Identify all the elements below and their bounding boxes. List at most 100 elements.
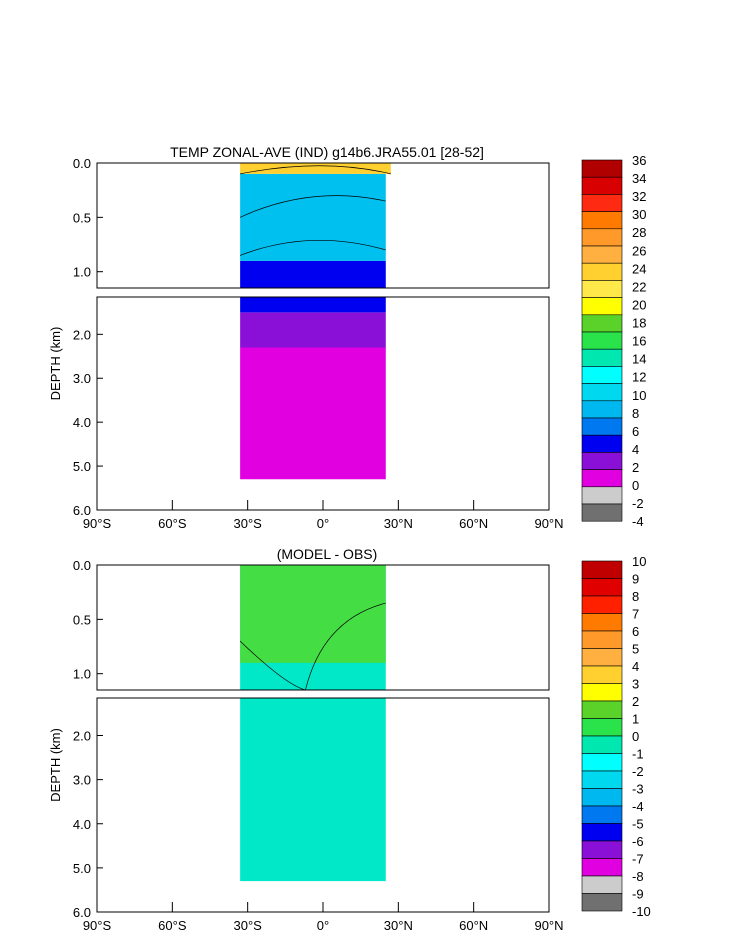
x-tick-label: 90°N <box>534 918 563 933</box>
colorbar-tick-label: 8 <box>632 589 639 604</box>
colorbar-swatch <box>581 840 623 859</box>
contour-line <box>239 640 306 690</box>
colorbar-swatch <box>581 262 623 281</box>
field-intermediate <box>240 297 386 313</box>
colorbar-tick-label: 14 <box>632 352 646 367</box>
colorbar-swatch <box>581 735 623 754</box>
y-tick-label: 6.0 <box>73 503 91 518</box>
colorbar-tick-label: -9 <box>632 887 644 902</box>
colorbar-tick-label: 5 <box>632 642 639 657</box>
colorbar-tick-label: 16 <box>632 334 646 349</box>
colorbar-tick-label: 28 <box>632 225 646 240</box>
contour-line <box>239 195 386 218</box>
colorbar-tick-label: -4 <box>632 799 644 814</box>
x-tick-label: 30°S <box>233 918 262 933</box>
x-tick-label: 90°N <box>534 516 563 531</box>
x-tick-label: 90°S <box>83 918 112 933</box>
colorbar-tick-label: -7 <box>632 852 644 867</box>
x-tick-label: 30°S <box>233 516 262 531</box>
x-tick-label: 30°N <box>384 918 413 933</box>
colorbar-swatch <box>581 788 623 807</box>
colorbar-swatch <box>581 366 623 384</box>
x-tick-label: 0° <box>317 918 329 933</box>
colorbar-swatch <box>581 297 623 316</box>
colorbar-swatch <box>581 700 623 719</box>
colorbar-swatch <box>581 823 623 842</box>
x-tick-label: 90°S <box>83 516 112 531</box>
x-tick-label: 60°N <box>459 516 488 531</box>
colorbar-swatch <box>581 348 623 367</box>
x-tick-label: 30°N <box>384 516 413 531</box>
colorbar-tick-label: 30 <box>632 207 646 222</box>
x-tick-label: 60°N <box>459 918 488 933</box>
colorbar-tick-label: 10 <box>632 388 646 403</box>
colorbar-swatch <box>581 683 623 702</box>
colorbar-tick-label: 34 <box>632 171 646 186</box>
field-upper-warm-bias <box>240 565 386 663</box>
contour-line <box>240 239 386 256</box>
axes-frame-upper <box>96 564 550 691</box>
colorbar-tick-label: -4 <box>632 514 644 529</box>
x-tick-label: 0° <box>317 516 329 531</box>
colorbar-swatch <box>581 753 623 772</box>
colorbar-tick-label: 9 <box>632 572 639 587</box>
colorbar-tick-label: 12 <box>632 370 646 385</box>
y-tick-label: 1.0 <box>73 265 91 280</box>
colorbar-swatch <box>581 211 623 230</box>
colorbar-tick-label: 6 <box>632 424 639 439</box>
contour-line <box>305 602 386 690</box>
colorbar-swatch <box>581 595 623 614</box>
colorbar-swatch <box>581 314 623 333</box>
colorbar-swatch <box>581 159 623 178</box>
colorbar-tick-label: 4 <box>632 659 639 674</box>
y-tick-label: 5.0 <box>73 459 91 474</box>
colorbar-tick-label: 8 <box>632 406 639 421</box>
colorbar-swatch <box>581 805 623 824</box>
colorbar-swatch <box>581 400 623 419</box>
colorbar-swatch <box>581 893 623 912</box>
colorbar-tick-label: -8 <box>632 869 644 884</box>
colorbar-tick-label: -1 <box>632 747 644 762</box>
y-tick-label: 3.0 <box>73 371 91 386</box>
colorbar-swatch <box>581 469 623 488</box>
colorbar-tick-label: 22 <box>632 279 646 294</box>
y-axis-label: DEPTH (km) <box>48 327 63 401</box>
colorbar-swatch <box>581 417 623 436</box>
colorbar-swatch <box>581 718 623 737</box>
colorbar-tick-label: -6 <box>632 834 644 849</box>
colorbar-tick-label: 36 <box>632 153 646 168</box>
colorbar-swatch <box>581 452 623 470</box>
x-tick-label: 60°S <box>158 918 187 933</box>
y-tick-label: 5.0 <box>73 861 91 876</box>
colorbar-swatch <box>581 858 623 877</box>
colorbar-swatch <box>581 245 623 264</box>
colorbar-tick-label: 3 <box>632 677 639 692</box>
y-tick-label: 0.0 <box>73 156 91 171</box>
y-tick-label: 4.0 <box>73 817 91 832</box>
colorbar-tick-label: 0 <box>632 478 639 493</box>
colorbar-tick-label: 26 <box>632 243 646 258</box>
colorbar-tick-label: 7 <box>632 607 639 622</box>
colorbar-tick-label: -10 <box>632 904 651 919</box>
colorbar-tick-label: -2 <box>632 764 644 779</box>
colorbar-tick-label: 4 <box>632 442 639 457</box>
field-intermediate <box>240 260 386 288</box>
colorbar-tick-label: -3 <box>632 782 644 797</box>
colorbar-swatch <box>581 613 623 632</box>
y-tick-label: 1.0 <box>73 667 91 682</box>
colorbar-swatch <box>581 665 623 684</box>
y-axis-label: DEPTH (km) <box>48 728 63 802</box>
y-tick-label: 0.0 <box>73 558 91 573</box>
colorbar-swatch <box>581 770 623 789</box>
colorbar-tick-label: 24 <box>632 261 646 276</box>
colorbar-tick-label: -2 <box>632 496 644 511</box>
colorbar-swatch <box>581 630 623 649</box>
chart-panel-1: TEMP ZONAL-AVE (IND) g14b6.JRA55.01 [28-… <box>48 144 646 531</box>
y-tick-label: 4.0 <box>73 415 91 430</box>
y-tick-label: 2.0 <box>73 729 91 744</box>
y-tick-label: 3.0 <box>73 773 91 788</box>
colorbar-swatch <box>581 486 623 505</box>
colorbar-tick-label: 32 <box>632 189 646 204</box>
colorbar-tick-label: 18 <box>632 316 646 331</box>
